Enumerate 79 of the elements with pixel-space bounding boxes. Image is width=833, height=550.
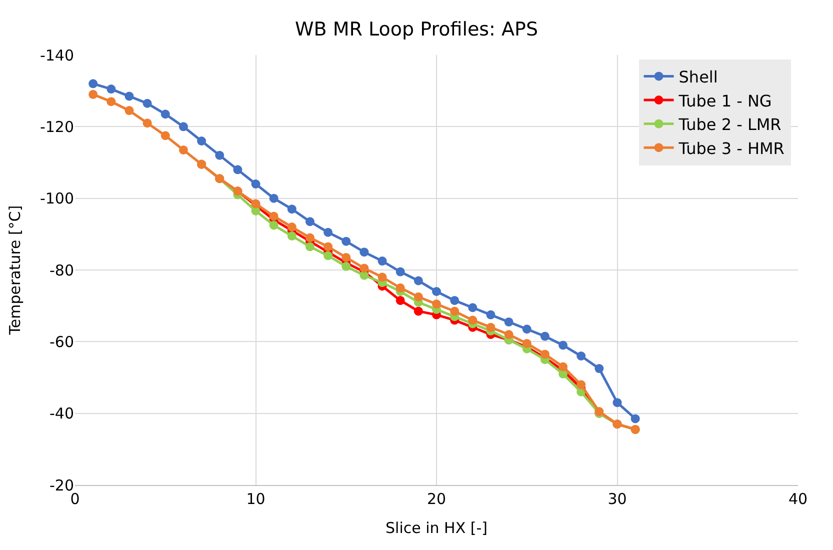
point (432, 287, 441, 296)
point (160, 131, 170, 140)
y-axis-title: Temperature [°C] (6, 205, 24, 336)
legend-label: Shell (678, 67, 718, 86)
point (540, 332, 550, 341)
point (287, 222, 296, 232)
point (504, 330, 514, 339)
point (287, 204, 296, 214)
point (576, 352, 586, 360)
point (468, 316, 478, 325)
y-tick-label: -60 (50, 332, 74, 351)
point (342, 236, 351, 246)
point (251, 180, 260, 188)
point (142, 98, 152, 108)
point (630, 414, 640, 424)
point (360, 248, 369, 257)
point (594, 364, 604, 374)
y-tick-label: -40 (50, 404, 74, 423)
x-axis-title: Slice in HX [-] (386, 519, 488, 537)
point (324, 242, 333, 252)
point (450, 296, 460, 305)
point (324, 228, 333, 237)
y-tick-label: -100 (40, 190, 74, 208)
point (378, 272, 387, 282)
point (106, 97, 116, 106)
point (88, 90, 98, 99)
legend-label: Tube 2 - LMR (678, 115, 782, 134)
point (233, 165, 242, 174)
point (396, 296, 405, 305)
point (305, 217, 314, 226)
point (269, 194, 278, 203)
point (396, 283, 405, 292)
point (540, 350, 550, 359)
point (124, 106, 134, 116)
point (576, 380, 586, 390)
point (396, 267, 405, 276)
point (106, 84, 116, 94)
point (305, 242, 314, 252)
legend-label: Tube 1 - NG (678, 91, 772, 110)
point (432, 300, 441, 309)
legend-label: Tube 3 - HMR (678, 138, 784, 158)
point (324, 251, 333, 260)
point (269, 212, 278, 221)
point (342, 262, 351, 271)
point (414, 276, 423, 286)
point (178, 145, 188, 154)
point (414, 306, 423, 316)
y-tick-label: -80 (50, 261, 74, 280)
chart-title: WB MR Loop Profiles: APS (294, 18, 538, 40)
point (269, 220, 278, 230)
x-tick-label: 40 (788, 490, 808, 508)
point (414, 292, 423, 302)
point (558, 340, 568, 350)
point (160, 110, 170, 119)
x-tick-label: 10 (246, 490, 266, 508)
x-tick-label: 30 (608, 490, 627, 508)
point (88, 79, 98, 88)
y-tick-label: -140 (40, 46, 74, 64)
point (215, 150, 224, 160)
point (486, 322, 496, 332)
point (486, 310, 496, 320)
point (558, 362, 568, 372)
point (504, 317, 514, 326)
point (522, 324, 532, 334)
point (450, 306, 460, 316)
point (612, 398, 622, 408)
y-tick-label: -120 (40, 118, 74, 136)
point (197, 136, 206, 146)
point (522, 338, 532, 348)
point (287, 231, 296, 240)
point (360, 264, 369, 273)
point (468, 303, 478, 312)
point (305, 233, 314, 242)
point (342, 252, 351, 262)
point (124, 92, 134, 101)
point (378, 256, 387, 266)
x-tick-label: 20 (426, 490, 446, 508)
point (178, 122, 188, 132)
point (142, 118, 152, 128)
